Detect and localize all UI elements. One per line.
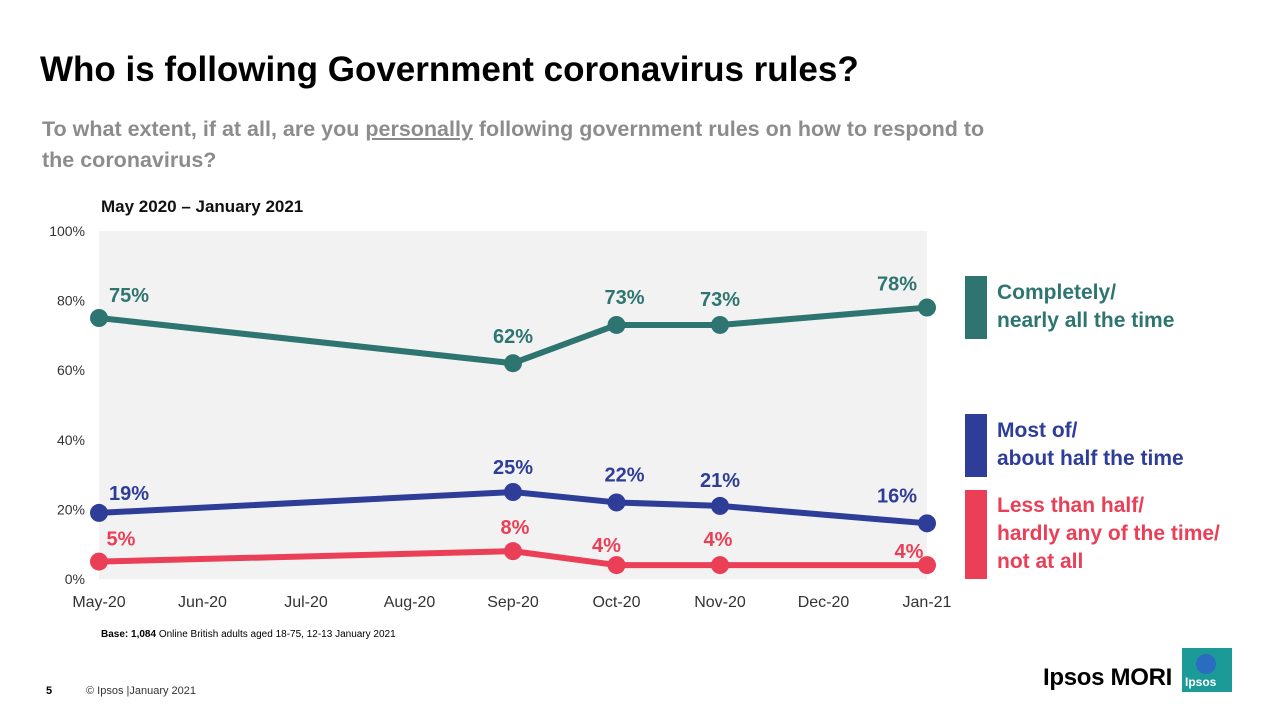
y-axis: 0% 20% 40% 60% 80% 100%: [49, 223, 85, 587]
x-tick-label: Jun-20: [178, 594, 227, 611]
data-point: [90, 503, 108, 522]
data-label: 75%: [109, 285, 149, 307]
x-tick-label: Aug-20: [384, 594, 436, 611]
data-point: [918, 298, 936, 317]
brand-name: Ipsos MORI: [1043, 664, 1173, 691]
data-label: 8%: [501, 517, 530, 539]
data-label: 5%: [107, 529, 136, 551]
legend-label: Less than half/ hardly any of the time/ …: [997, 492, 1220, 576]
legend-line: hardly any of the time/: [997, 522, 1220, 545]
x-tick-label: Jan-21: [903, 594, 952, 611]
data-label: 4%: [704, 529, 733, 551]
y-tick-label: 20%: [57, 501, 85, 517]
data-label: 21%: [700, 470, 740, 492]
survey-question: To what extent, if at all, are you perso…: [42, 114, 1002, 176]
data-label: 62%: [493, 326, 533, 348]
base-label: Base:: [101, 629, 129, 640]
data-point: [711, 315, 729, 334]
x-tick-label: Jul-20: [284, 594, 328, 611]
legend-label: Completely/ nearly all the time: [997, 279, 1174, 335]
question-text-start: To what extent, if at all, are you: [42, 117, 366, 141]
page-title: Who is following Government coronavirus …: [40, 50, 859, 89]
base-text: Online British adults aged 18-75, 12-13 …: [158, 629, 396, 640]
data-point: [711, 556, 729, 575]
legend-line: Most of/: [997, 419, 1078, 442]
x-axis: May-20 Jun-20 Jul-20 Aug-20 Sep-20 Oct-20 Nov-…: [72, 594, 951, 611]
legend-swatch: [965, 276, 987, 339]
y-tick-label: 0%: [65, 571, 85, 587]
data-label: 4%: [895, 541, 924, 563]
y-tick-label: 60%: [57, 362, 85, 378]
chart-period-label: May 2020 – January 2021: [101, 197, 304, 216]
data-point: [90, 309, 108, 327]
ipsos-logo: Ipsos: [1182, 648, 1232, 692]
x-tick-label: Nov-20: [694, 594, 746, 611]
data-label: 73%: [700, 289, 740, 311]
data-label: 73%: [604, 287, 644, 309]
x-tick-label: Dec-20: [798, 594, 850, 611]
data-point: [504, 542, 522, 561]
base-note: Base: 1,084 Online British adults aged 1…: [101, 629, 396, 640]
base-count: 1,084: [131, 629, 157, 640]
legend-line: not at all: [997, 550, 1084, 573]
data-label: 4%: [592, 535, 621, 557]
question-text-end: following government rules on how to res…: [42, 117, 985, 172]
legend-swatch: [965, 490, 987, 579]
data-point: [918, 514, 936, 533]
x-tick-label: May-20: [72, 594, 125, 611]
legend-label: Most of/ about half the time: [997, 417, 1184, 473]
legend-line: Completely/: [997, 281, 1117, 304]
data-point: [607, 493, 626, 512]
y-tick-label: 100%: [49, 223, 85, 239]
y-tick-label: 80%: [57, 293, 85, 309]
logo-text: Ipsos: [1185, 675, 1217, 689]
y-tick-label: 40%: [57, 432, 85, 448]
data-label: 22%: [604, 464, 644, 486]
question-emphasis: personally: [365, 117, 473, 141]
data-label: 78%: [877, 274, 917, 296]
data-label: 19%: [109, 483, 149, 505]
legend-line: Less than half/: [997, 494, 1145, 517]
x-tick-label: Oct-20: [592, 594, 640, 611]
data-point: [607, 556, 626, 575]
legend-swatch: [965, 414, 987, 477]
data-point: [607, 315, 626, 334]
data-point: [504, 483, 522, 501]
data-label: 25%: [493, 457, 533, 479]
data-point: [711, 496, 729, 515]
x-tick-label: Sep-20: [487, 594, 539, 611]
series-points: [90, 298, 936, 575]
copyright-text: © Ipsos |January 2021: [86, 685, 197, 697]
data-label: 16%: [877, 485, 917, 507]
logo-bubble-icon: [1196, 654, 1216, 674]
legend-line: nearly all the time: [997, 309, 1175, 332]
data-point: [504, 354, 522, 373]
legend-line: about half the time: [997, 447, 1184, 470]
page-number: 5: [46, 685, 53, 697]
plot-area: [99, 231, 927, 579]
data-labels: 75% 62% 73% 73% 78% 19% 25% 22% 21% 16% 5% 8% 4% 4% 4%: [107, 274, 924, 564]
data-point: [90, 552, 108, 571]
data-point: [918, 556, 936, 575]
